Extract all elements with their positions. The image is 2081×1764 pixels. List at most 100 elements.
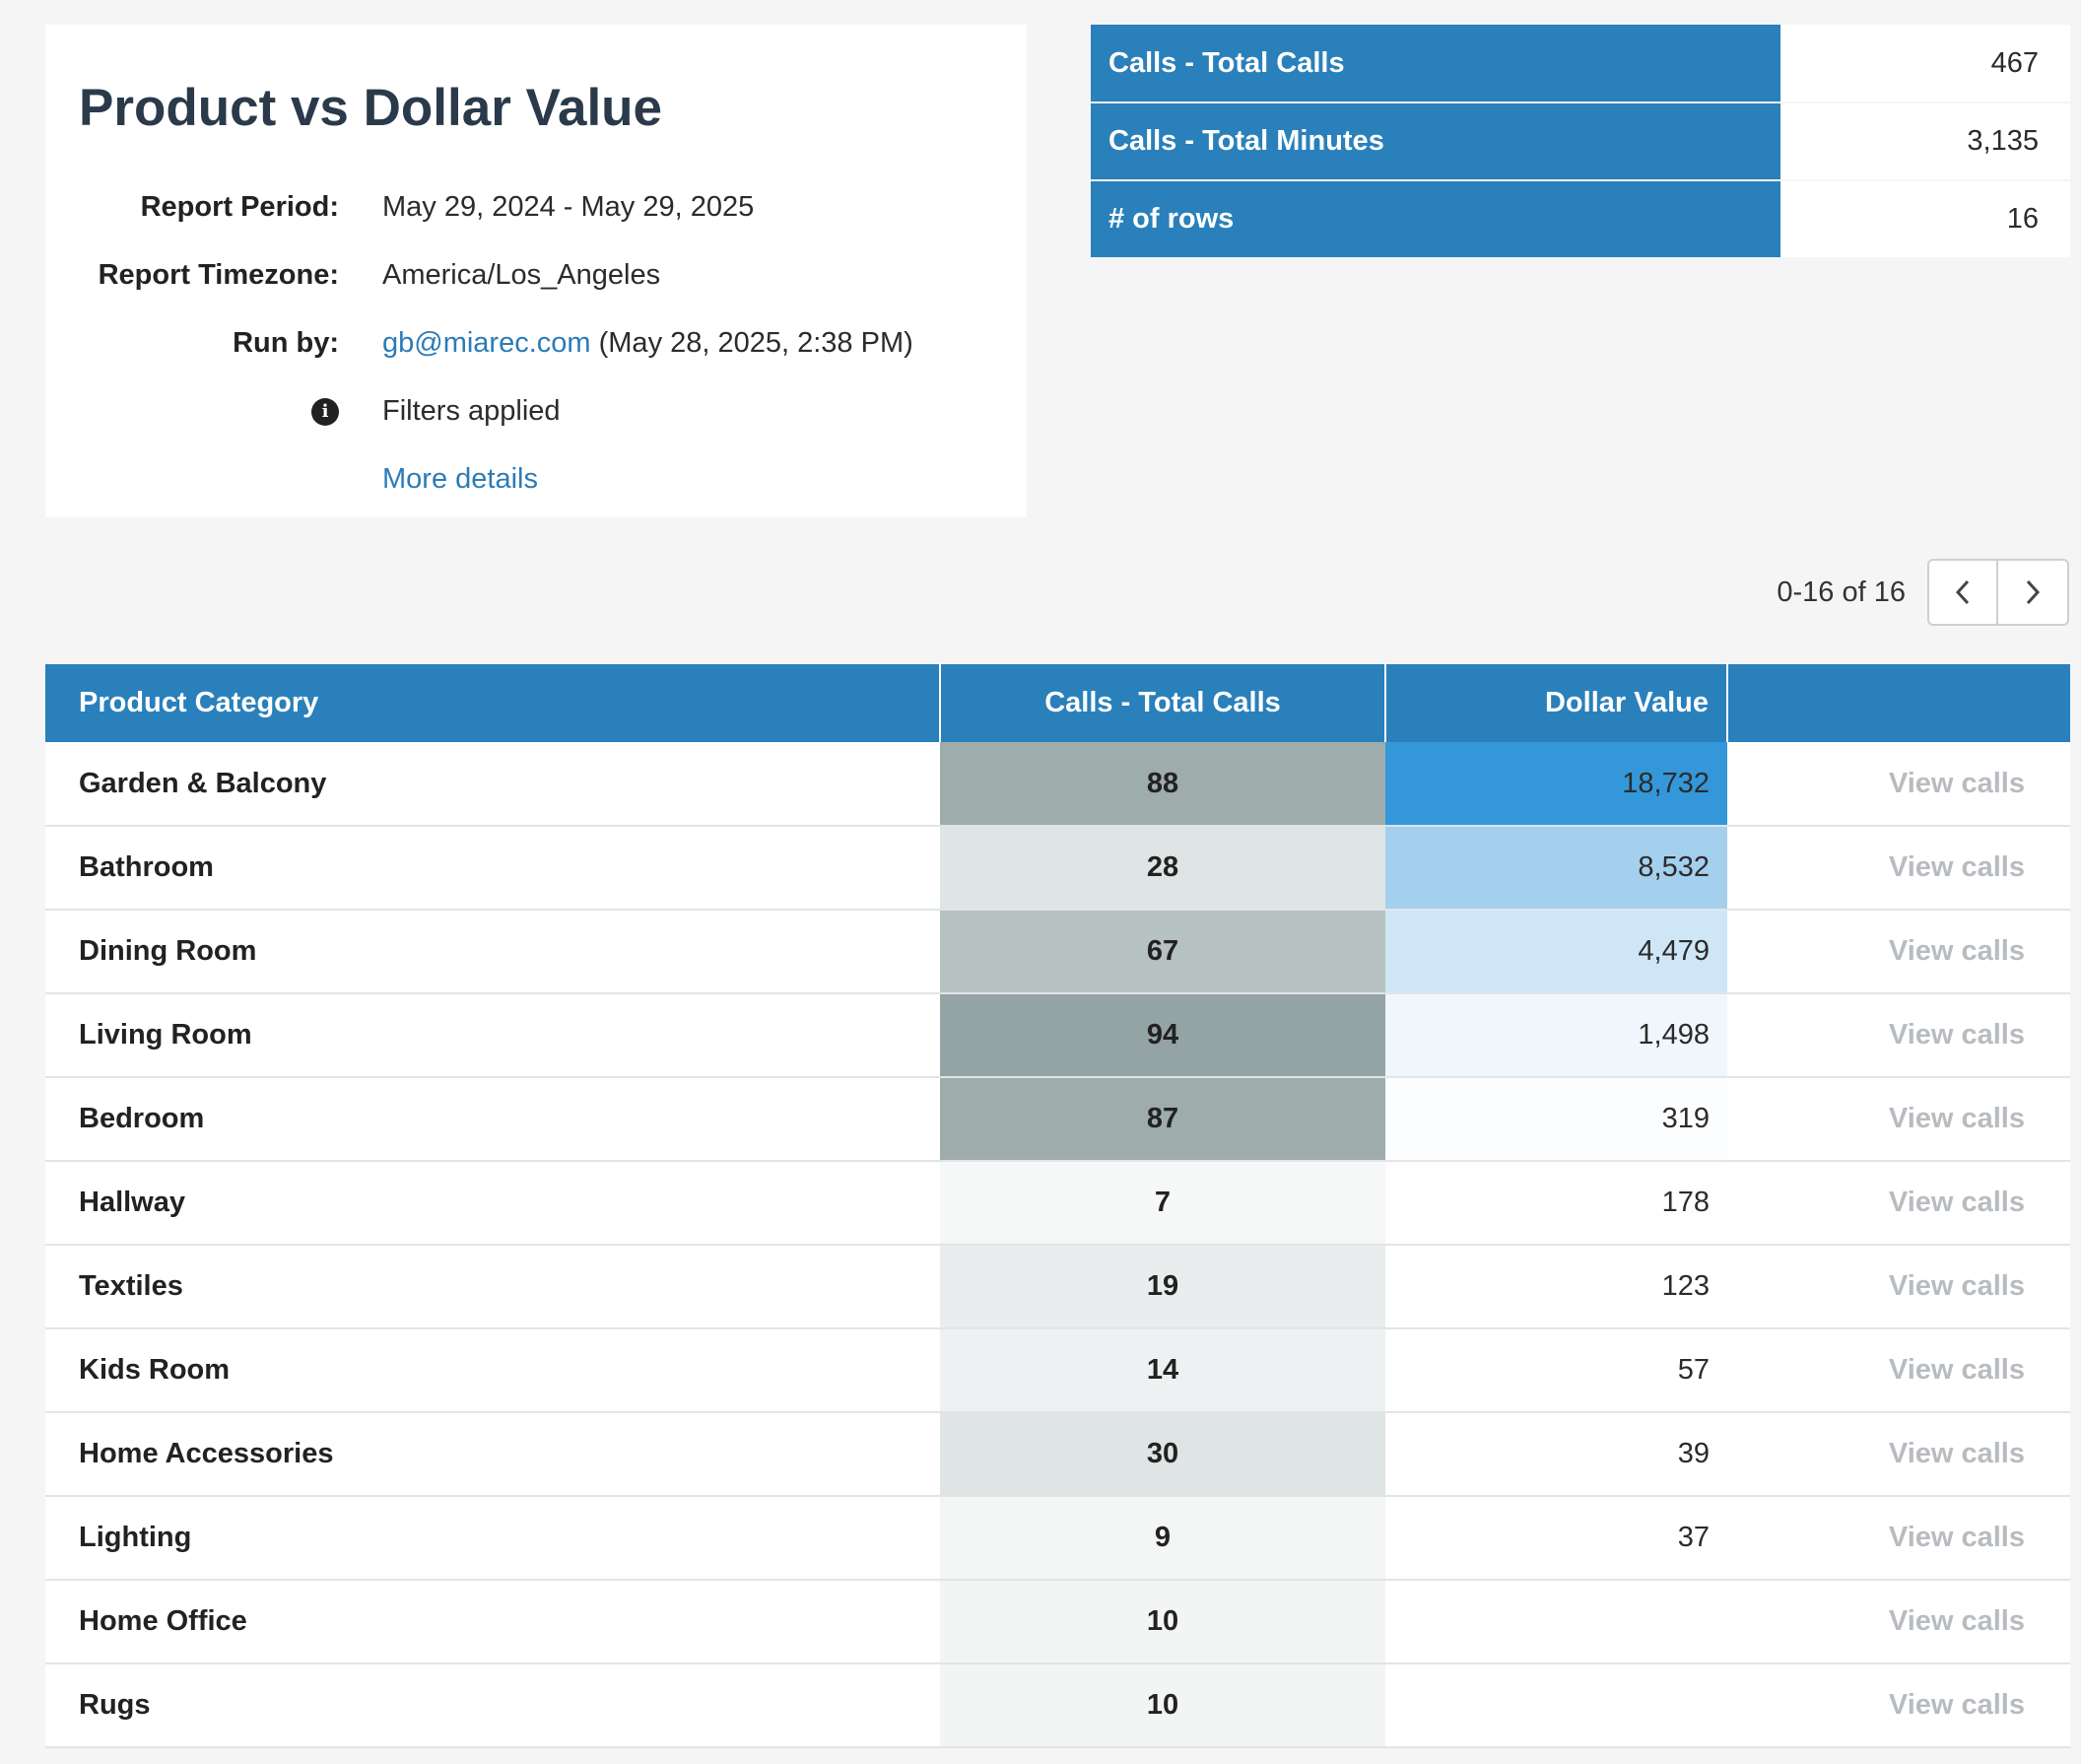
cell-total-calls: 94 bbox=[940, 993, 1385, 1078]
table-header-row: Product Category Calls - Total Calls Dol… bbox=[45, 664, 2070, 742]
view-calls-link[interactable]: View calls bbox=[1727, 1161, 2070, 1246]
table-row: Bathroom 28 8,532 View calls bbox=[45, 826, 2070, 911]
filters-row: i Filters applied bbox=[79, 377, 993, 445]
cell-product-category: Home Office bbox=[45, 1580, 940, 1664]
view-calls-link[interactable]: View calls bbox=[1727, 910, 2070, 994]
cell-total-calls: 14 bbox=[940, 1328, 1385, 1413]
header-total-calls[interactable]: Calls - Total Calls bbox=[940, 664, 1386, 742]
cell-product-category: Textiles bbox=[45, 1245, 940, 1329]
cell-product-category: Living Room bbox=[45, 993, 940, 1078]
run-by-email-link[interactable]: gb@miarec.com bbox=[382, 327, 591, 359]
table-row: Rugs 10 View calls bbox=[45, 1663, 2070, 1748]
run-by-label: Run by: bbox=[233, 327, 339, 359]
view-calls-link[interactable]: View calls bbox=[1727, 1496, 2070, 1581]
cell-total-calls: 10 bbox=[940, 1663, 1385, 1748]
cell-total-calls: 28 bbox=[940, 826, 1385, 911]
next-page-button[interactable] bbox=[1998, 559, 2069, 626]
cell-dollar-value: 37 bbox=[1385, 1496, 1727, 1581]
header-product-category[interactable]: Product Category bbox=[45, 664, 941, 742]
cell-dollar-value: 8,532 bbox=[1385, 826, 1727, 911]
cell-dollar-value: 1,498 bbox=[1385, 993, 1727, 1078]
view-calls-link[interactable]: View calls bbox=[1727, 1328, 2070, 1413]
view-calls-link[interactable]: View calls bbox=[1727, 1663, 2070, 1748]
cell-product-category: Bathroom bbox=[45, 826, 940, 911]
cell-product-category: Dining Room bbox=[45, 910, 940, 994]
cell-total-calls: 30 bbox=[940, 1412, 1385, 1497]
run-by-time: (May 28, 2025, 2:38 PM) bbox=[590, 327, 913, 359]
view-calls-link[interactable]: View calls bbox=[1727, 1077, 2070, 1162]
table-row: Hallway 7 178 View calls bbox=[45, 1161, 2070, 1246]
filters-applied-text: Filters applied bbox=[382, 395, 561, 427]
view-calls-link[interactable]: View calls bbox=[1727, 1412, 2070, 1497]
cell-total-calls: 10 bbox=[940, 1580, 1385, 1664]
table-row: Kids Room 14 57 View calls bbox=[45, 1328, 2070, 1413]
run-by-value: gb@miarec.com (May 28, 2025, 2:38 PM) bbox=[382, 327, 913, 360]
header-actions bbox=[1727, 664, 2070, 742]
summary-row: Calls - Total Minutes 3,135 bbox=[1091, 102, 2070, 181]
data-table: Product Category Calls - Total Calls Dol… bbox=[45, 664, 2070, 1748]
report-timezone-label: Report Timezone: bbox=[98, 259, 339, 291]
summary-label: Calls - Total Calls bbox=[1091, 25, 1780, 103]
pagination-range: 0-16 of 16 bbox=[1777, 576, 1906, 608]
cell-total-calls: 87 bbox=[940, 1077, 1385, 1162]
pagination: 0-16 of 16 bbox=[1777, 559, 2069, 626]
cell-product-category: Garden & Balcony bbox=[45, 742, 940, 827]
report-period-label: Report Period: bbox=[140, 191, 339, 223]
table-row: Textiles 19 123 View calls bbox=[45, 1245, 2070, 1329]
cell-total-calls: 7 bbox=[940, 1161, 1385, 1246]
summary-label: Calls - Total Minutes bbox=[1091, 102, 1780, 181]
cell-dollar-value: 123 bbox=[1385, 1245, 1727, 1329]
run-by-row: Run by: gb@miarec.com (May 28, 2025, 2:3… bbox=[79, 309, 993, 377]
table-row: Home Accessories 30 39 View calls bbox=[45, 1412, 2070, 1497]
cell-dollar-value bbox=[1385, 1580, 1727, 1664]
header-dollar-value[interactable]: Dollar Value bbox=[1385, 664, 1728, 742]
summary-value: 16 bbox=[1780, 180, 2070, 259]
page-title: Product vs Dollar Value bbox=[79, 79, 663, 137]
prev-page-button[interactable] bbox=[1927, 559, 1998, 626]
cell-total-calls: 9 bbox=[940, 1496, 1385, 1581]
table-row: Bedroom 87 319 View calls bbox=[45, 1077, 2070, 1162]
report-timezone-value: America/Los_Angeles bbox=[382, 259, 661, 291]
view-calls-link[interactable]: View calls bbox=[1727, 826, 2070, 911]
cell-product-category: Kids Room bbox=[45, 1328, 940, 1413]
summary-row: # of rows 16 bbox=[1091, 180, 2070, 259]
view-calls-link[interactable]: View calls bbox=[1727, 1245, 2070, 1329]
view-calls-link[interactable]: View calls bbox=[1727, 993, 2070, 1078]
cell-product-category: Rugs bbox=[45, 1663, 940, 1748]
cell-dollar-value bbox=[1385, 1663, 1727, 1748]
cell-product-category: Lighting bbox=[45, 1496, 940, 1581]
cell-product-category: Home Accessories bbox=[45, 1412, 940, 1497]
chevron-right-icon bbox=[2026, 579, 2041, 605]
view-calls-link[interactable]: View calls bbox=[1727, 742, 2070, 827]
report-period-value: May 29, 2024 - May 29, 2025 bbox=[382, 191, 755, 223]
report-info-card: Product vs Dollar Value Report Period: M… bbox=[45, 25, 1027, 517]
table-row: Living Room 94 1,498 View calls bbox=[45, 993, 2070, 1078]
cell-product-category: Bedroom bbox=[45, 1077, 940, 1162]
more-details-link[interactable]: More details bbox=[382, 463, 538, 495]
cell-dollar-value: 18,732 bbox=[1385, 742, 1727, 827]
summary-value: 467 bbox=[1780, 25, 2070, 103]
table-row: Home Office 10 View calls bbox=[45, 1580, 2070, 1664]
cell-dollar-value: 4,479 bbox=[1385, 910, 1727, 994]
view-calls-link[interactable]: View calls bbox=[1727, 1580, 2070, 1664]
report-timezone-row: Report Timezone: America/Los_Angeles bbox=[79, 241, 993, 309]
report-period-row: Report Period: May 29, 2024 - May 29, 20… bbox=[79, 173, 993, 241]
summary-value: 3,135 bbox=[1780, 102, 2070, 181]
table-row: Lighting 9 37 View calls bbox=[45, 1496, 2070, 1581]
cell-dollar-value: 39 bbox=[1385, 1412, 1727, 1497]
cell-dollar-value: 178 bbox=[1385, 1161, 1727, 1246]
summary-row: Calls - Total Calls 467 bbox=[1091, 25, 2070, 103]
more-details-row: More details bbox=[79, 445, 993, 513]
cell-total-calls: 88 bbox=[940, 742, 1385, 827]
cell-product-category: Hallway bbox=[45, 1161, 940, 1246]
cell-dollar-value: 319 bbox=[1385, 1077, 1727, 1162]
table-row: Dining Room 67 4,479 View calls bbox=[45, 910, 2070, 994]
info-icon[interactable]: i bbox=[311, 397, 339, 426]
summary-table: Calls - Total Calls 467 Calls - Total Minu… bbox=[1091, 25, 2070, 259]
chevron-left-icon bbox=[1955, 579, 1970, 605]
cell-total-calls: 19 bbox=[940, 1245, 1385, 1329]
summary-label: # of rows bbox=[1091, 180, 1780, 259]
cell-total-calls: 67 bbox=[940, 910, 1385, 994]
table-row: Garden & Balcony 88 18,732 View calls bbox=[45, 742, 2070, 827]
cell-dollar-value: 57 bbox=[1385, 1328, 1727, 1413]
